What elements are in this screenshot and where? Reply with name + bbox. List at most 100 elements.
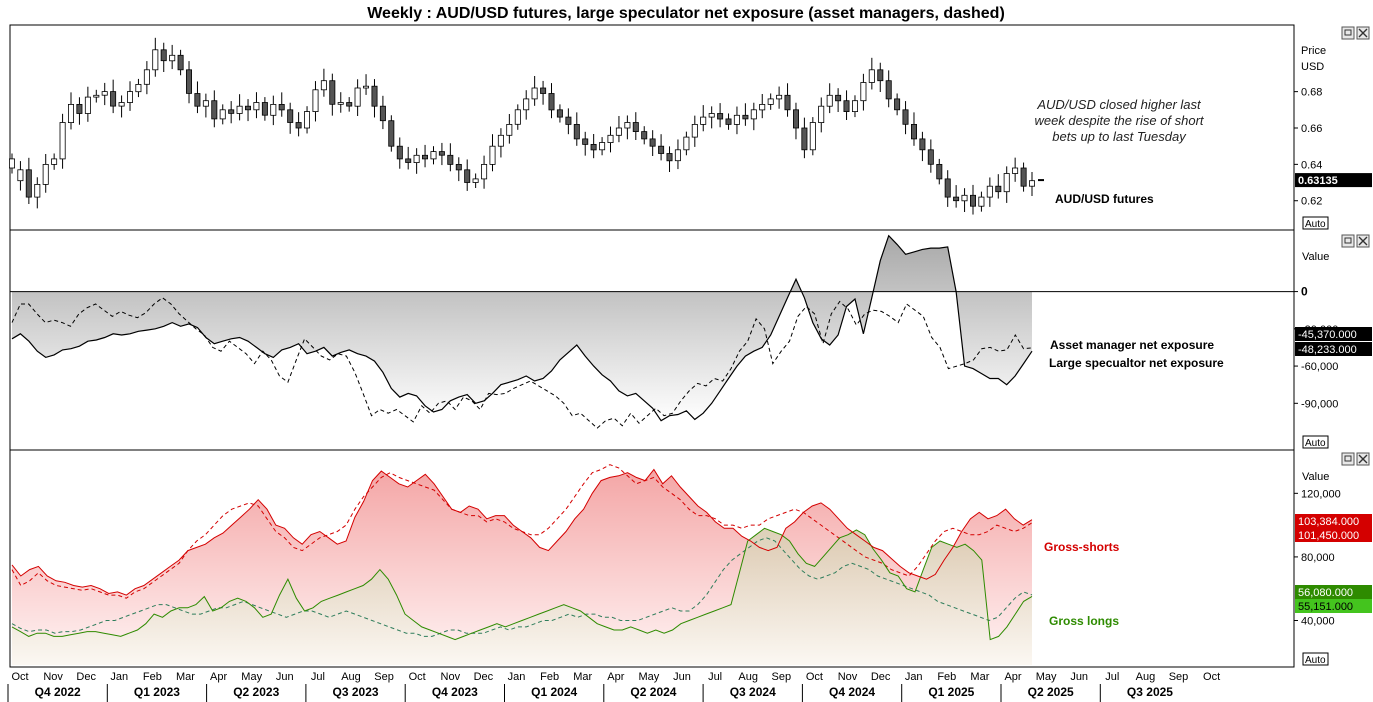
candle-body xyxy=(379,105,386,122)
net-tick-label: -90,000 xyxy=(1301,398,1338,410)
restore-glyph xyxy=(1344,455,1352,462)
month-label: Jun xyxy=(673,671,691,683)
candle-body xyxy=(978,196,985,207)
candle-body xyxy=(1020,167,1027,187)
candle-body xyxy=(885,80,892,100)
gross-value-tag: 101,450.000 xyxy=(1298,530,1359,542)
price-tick-label: 0.62 xyxy=(1301,196,1322,208)
candle-body xyxy=(127,91,134,103)
candle-body xyxy=(599,142,606,151)
candle-body xyxy=(51,158,58,165)
gross-value-tag-box xyxy=(1295,528,1372,542)
candle-body xyxy=(312,89,319,113)
month-label: Jun xyxy=(1070,671,1088,683)
gross-tick-label: 80,000 xyxy=(1301,552,1335,564)
candle-body xyxy=(514,109,521,125)
net-value-tag-box xyxy=(1295,342,1372,356)
candle-body xyxy=(84,96,91,114)
candle-body xyxy=(607,134,614,144)
candle-body xyxy=(826,94,833,107)
candle-body xyxy=(658,145,665,154)
candle-body xyxy=(615,127,622,136)
candle-body xyxy=(118,102,125,107)
candle-body xyxy=(354,87,361,107)
net-tick-label: -60,000 xyxy=(1301,361,1338,373)
month-label: Aug xyxy=(1136,671,1156,683)
candle-body xyxy=(421,154,428,160)
candle-body xyxy=(860,82,867,102)
chart-title: Weekly : AUD/USD futures, large speculat… xyxy=(367,5,1005,22)
candle-body xyxy=(717,113,724,120)
candle-body xyxy=(582,138,589,145)
month-label: Jun xyxy=(276,671,294,683)
candle-body xyxy=(1003,173,1010,193)
candle-body xyxy=(927,149,934,165)
candle-body xyxy=(489,145,496,165)
candle-body xyxy=(776,94,783,100)
candle-body xyxy=(152,49,159,71)
large-spec-line xyxy=(11,234,1033,422)
candle-body xyxy=(725,118,732,125)
net-tick-label: 0 xyxy=(1301,285,1308,299)
candle-body xyxy=(674,149,681,162)
restore-icon[interactable] xyxy=(1341,234,1355,248)
price-tick-label: 0.64 xyxy=(1301,159,1322,171)
price-tick-label: 0.68 xyxy=(1301,87,1322,99)
candle-body xyxy=(877,69,884,82)
gross-tick-label: 120,000 xyxy=(1301,488,1341,500)
month-label: Oct xyxy=(1203,671,1220,683)
panel-buttons[interactable] xyxy=(1341,26,1370,466)
asset-manager-label: Asset manager net exposure xyxy=(1050,338,1214,352)
candle-body xyxy=(25,169,32,198)
candle-body xyxy=(413,154,420,164)
month-label: Sep xyxy=(374,671,394,683)
quarter-label: Q2 2025 xyxy=(1028,685,1074,699)
candle-body xyxy=(295,122,302,129)
candle-body xyxy=(93,94,100,98)
candle-body xyxy=(936,163,943,180)
month-label: Dec xyxy=(474,671,494,683)
candle-body xyxy=(346,102,353,107)
candle-body xyxy=(759,104,766,111)
gross-value-tag-box xyxy=(1295,514,1372,528)
quarter-label: Q4 2024 xyxy=(829,685,875,699)
candle-body xyxy=(34,183,41,198)
candle-body xyxy=(691,124,698,138)
candle-body xyxy=(708,113,715,118)
candle-body xyxy=(911,124,918,140)
candle-body xyxy=(944,178,951,198)
candle-body xyxy=(329,80,336,105)
candle-body xyxy=(523,98,530,111)
month-label: Jul xyxy=(311,671,325,683)
candle-body xyxy=(236,105,243,114)
candle-body xyxy=(556,109,563,118)
gross-longs-line xyxy=(11,527,1033,641)
candle-body xyxy=(219,109,226,120)
gross-axis-title: Value xyxy=(1302,471,1329,483)
gross-value-tag: 103,384.000 xyxy=(1298,516,1359,528)
candle-body xyxy=(843,100,850,112)
close-glyph xyxy=(1358,236,1368,246)
restore-icon[interactable] xyxy=(1341,26,1355,40)
candle-body xyxy=(261,102,268,116)
candle-body xyxy=(211,100,218,120)
month-label: Jan xyxy=(110,671,128,683)
candle-body xyxy=(793,109,800,129)
candle-body xyxy=(995,185,1002,193)
price-axis-title-1: Price xyxy=(1301,45,1326,57)
candle-body xyxy=(624,122,631,129)
candle-body xyxy=(531,87,538,100)
candle-body xyxy=(101,91,108,96)
quarter-label: Q3 2024 xyxy=(730,685,776,699)
candle-body xyxy=(177,54,184,71)
candle-body xyxy=(438,151,445,156)
candle-body xyxy=(287,109,294,123)
candle-body xyxy=(852,100,859,112)
net-exposure-area xyxy=(12,235,1032,421)
candle-body xyxy=(447,154,454,165)
candle-body xyxy=(202,100,209,107)
large-spec-label: Large specualtor net exposure xyxy=(1049,356,1224,370)
restore-icon[interactable] xyxy=(1341,452,1355,466)
candle-body xyxy=(919,138,926,151)
